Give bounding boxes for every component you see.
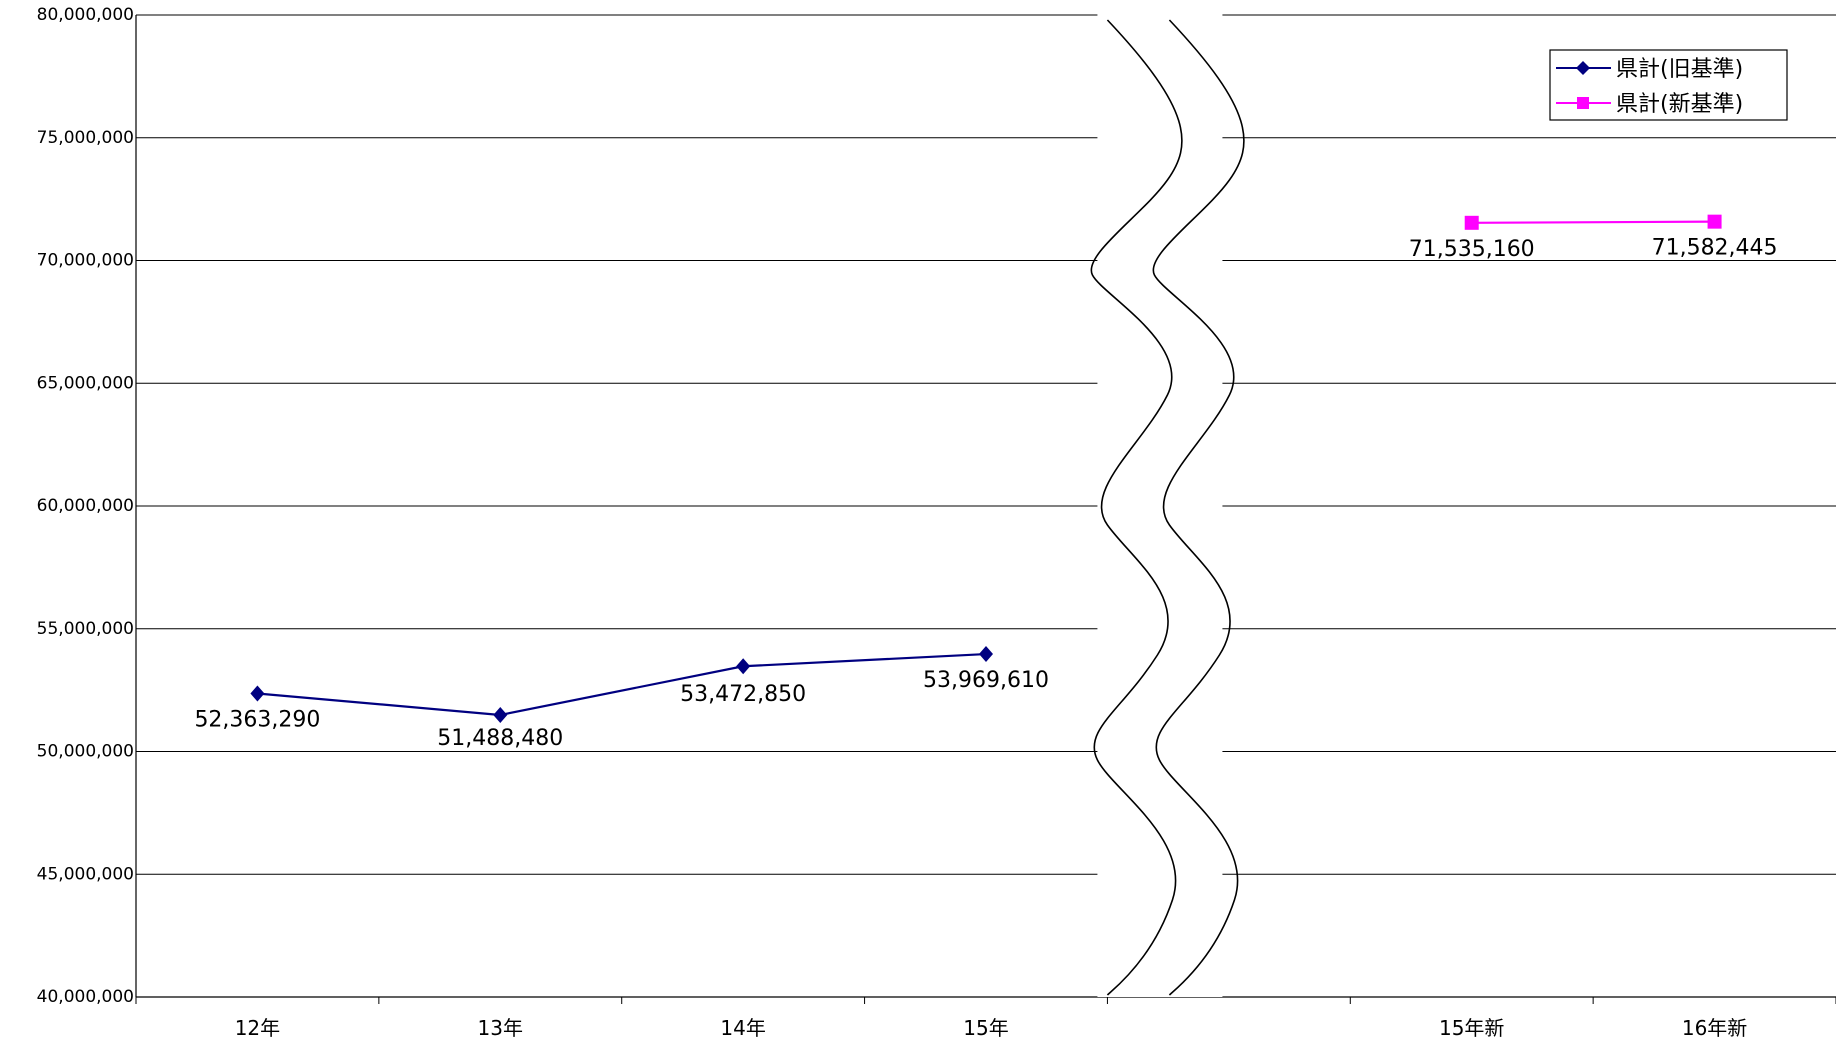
data-point (736, 658, 751, 675)
series-line-1 (1471, 220, 1715, 224)
y-tick-label: 45,000,000 (37, 864, 134, 884)
gridlines (136, 14, 1836, 875)
y-tick-label: 60,000,000 (37, 496, 134, 516)
x-tick-label: 13年 (478, 1016, 523, 1040)
data-label: 53,969,610 (923, 668, 1049, 693)
data-label: 71,535,160 (1409, 237, 1535, 262)
series-group: 52,363,290 51,488,480 53,472,850 53,969,610… (194, 214, 1778, 751)
legend-marker (1576, 61, 1590, 75)
axis-break-line-right (1152, 19, 1245, 996)
data-label: 71,582,445 (1652, 236, 1778, 261)
legend-label: 県計(新基準) (1616, 92, 1743, 117)
y-tick-label: 40,000,000 (37, 987, 134, 1007)
x-tick-label: 12年 (235, 1016, 280, 1040)
axis-break-mark (1090, 14, 1245, 997)
series-line-0 (257, 652, 987, 717)
legend: 県計(旧基準) 県計(新基準) (1549, 49, 1788, 121)
legend-box (1549, 49, 1788, 121)
x-tick-label: 15年新 (1439, 1016, 1504, 1040)
data-label: 52,363,290 (194, 707, 320, 732)
y-tick-label: 50,000,000 (37, 742, 134, 762)
data-label: 51,488,480 (437, 726, 563, 751)
data-point (979, 646, 993, 663)
y-tick-label: 55,000,000 (37, 619, 134, 639)
y-tick-label: 75,000,000 (37, 128, 134, 148)
y-tick-label: 65,000,000 (37, 373, 134, 393)
legend-label: 県計(旧基準) (1616, 57, 1743, 82)
x-axis: 12年 13年 14年 15年 15年新 16年新 (135, 15, 1836, 1040)
data-point (250, 685, 265, 702)
axis-break-gap (1097, 14, 1223, 997)
data-point (1464, 215, 1479, 230)
data-point (1707, 214, 1722, 229)
legend-marker (1577, 97, 1589, 109)
y-tick-label: 80,000,000 (37, 5, 134, 25)
axis-break-line-left (1090, 19, 1183, 996)
y-tick-label: 70,000,000 (37, 251, 134, 271)
x-tick-label: 15年 (963, 1016, 1008, 1040)
x-tick-label: 14年 (720, 1016, 765, 1040)
data-point (493, 706, 508, 723)
data-label: 53,472,850 (680, 682, 806, 707)
x-tick-label: 16年新 (1682, 1016, 1747, 1040)
y-axis-tick-labels: 40,000,000 45,000,000 50,000,000 55,000,000… (37, 5, 134, 1007)
